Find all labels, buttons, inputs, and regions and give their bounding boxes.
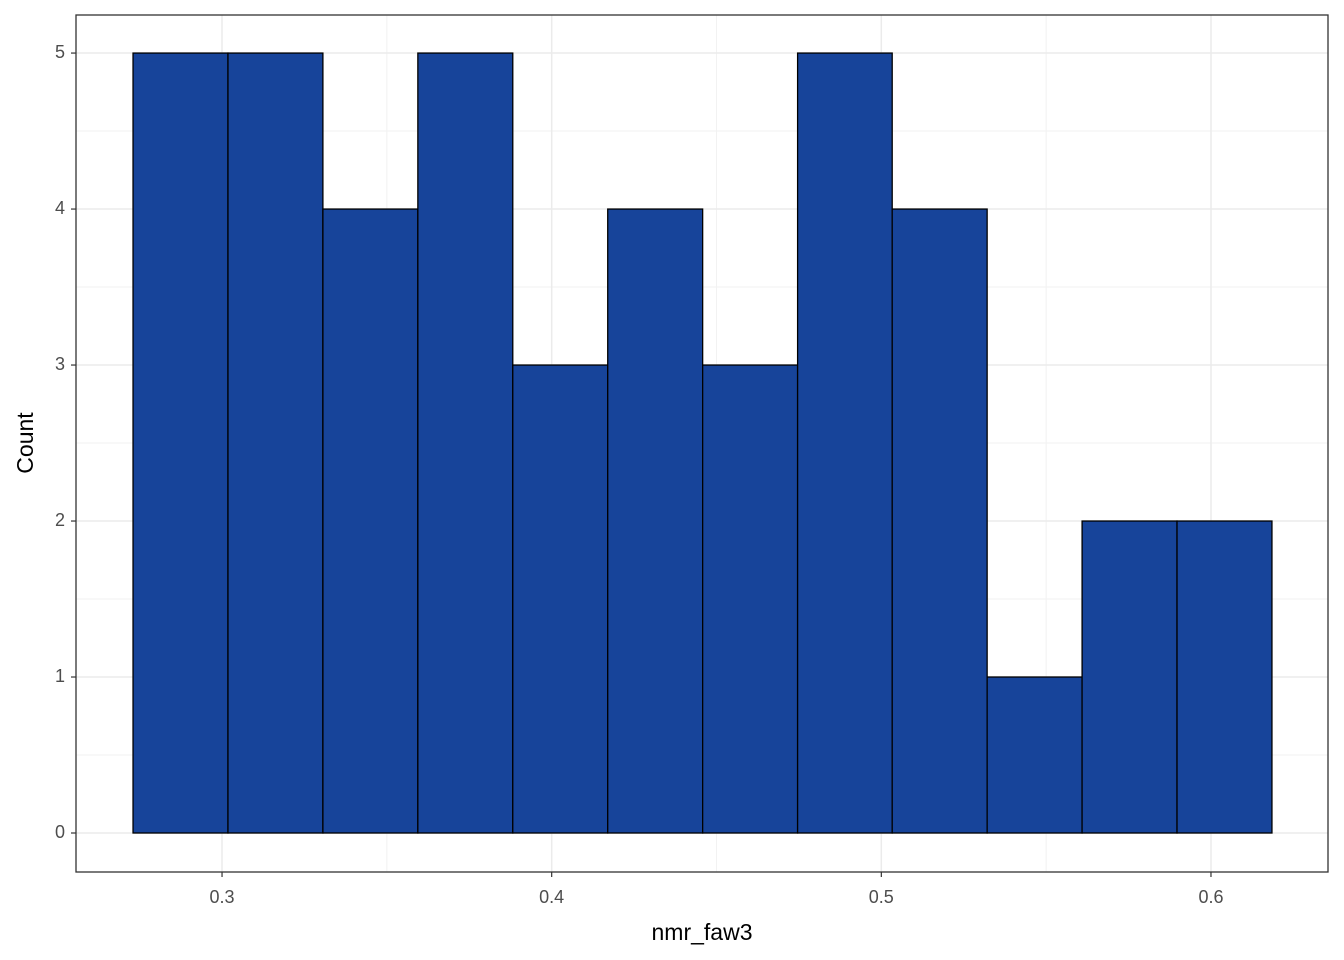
y-tick-label: 2 <box>55 510 65 530</box>
bar <box>796 52 893 834</box>
bar <box>227 52 324 834</box>
bar <box>132 52 229 834</box>
bar <box>417 52 514 834</box>
x-axis-title: nmr_faw3 <box>652 919 753 945</box>
panel-border <box>75 14 1329 873</box>
y-tick-label: 1 <box>55 666 65 686</box>
y-axis-title: Count <box>12 412 38 474</box>
y-tick-label: 4 <box>55 198 65 218</box>
x-tick-label: 0.5 <box>869 887 894 907</box>
x-tick-label: 0.4 <box>539 887 564 907</box>
bar <box>512 364 609 834</box>
y-tick-label: 0 <box>55 822 65 842</box>
x-tick-label: 0.3 <box>210 887 235 907</box>
bar <box>891 208 988 834</box>
y-tick-label: 3 <box>55 354 65 374</box>
bar <box>1081 520 1178 834</box>
bar <box>322 208 419 834</box>
bar <box>986 676 1083 834</box>
bar <box>702 364 799 834</box>
y-tick-label: 5 <box>55 42 65 62</box>
bar <box>1176 520 1273 834</box>
x-tick-label: 0.6 <box>1198 887 1223 907</box>
bar <box>607 208 704 834</box>
